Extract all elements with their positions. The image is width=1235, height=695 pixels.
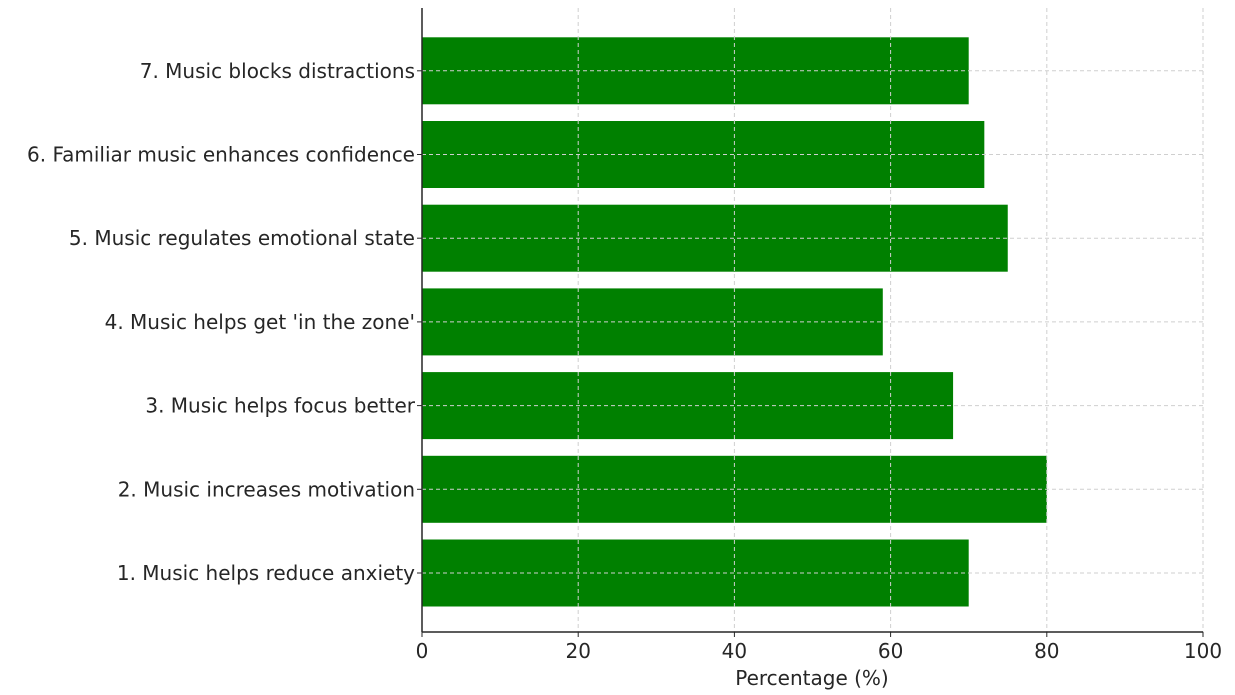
axes	[417, 8, 1204, 637]
x-tick-label: 100	[1184, 639, 1222, 663]
y-tick-labels: 1. Music helps reduce anxiety 2. Music in…	[27, 59, 416, 585]
x-tick-label: 80	[1034, 639, 1059, 663]
x-axis-label: Percentage (%)	[735, 666, 888, 690]
x-tick-labels: 0 20 40 60 80 100	[416, 639, 1222, 663]
y-tick-label: 4. Music helps get 'in the zone'	[105, 310, 415, 334]
grid	[422, 8, 1204, 632]
bar	[422, 288, 883, 356]
y-tick-label: 7. Music blocks distractions	[140, 59, 415, 83]
y-tick-label: 3. Music helps focus better	[145, 394, 415, 418]
x-tick-label: 20	[565, 639, 590, 663]
y-tick-label: 6. Familiar music enhances confidence	[27, 143, 415, 167]
y-tick-label: 2. Music increases motivation	[118, 477, 415, 501]
bar	[422, 204, 1008, 272]
x-tick-label: 60	[878, 639, 903, 663]
y-tick-label: 1. Music helps reduce anxiety	[117, 561, 415, 585]
y-tick-label: 5. Music regulates emotional state	[69, 226, 415, 250]
x-tick-label: 40	[722, 639, 747, 663]
x-tick-label: 0	[416, 639, 429, 663]
